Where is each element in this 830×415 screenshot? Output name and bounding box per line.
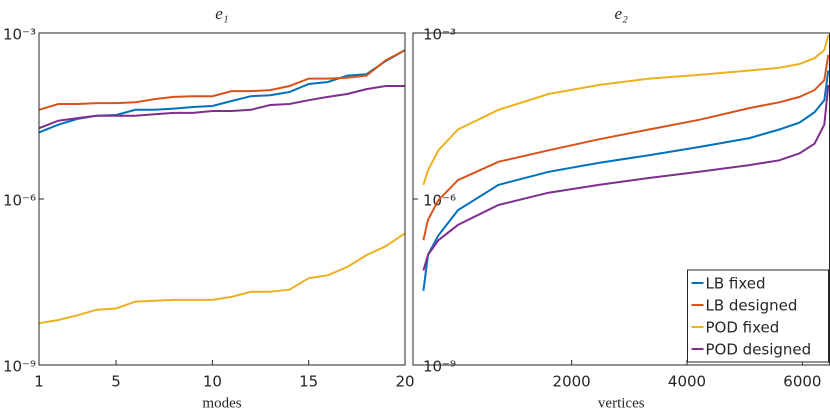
legend-label: POD designed [706, 341, 812, 359]
subplot-title: e₂ [615, 4, 629, 23]
series-line [38, 85, 405, 130]
x-tick-label: 4000 [668, 373, 706, 391]
legend: LB fixed LB designed POD fixed POD designed [687, 269, 829, 363]
subplot-title: e₁ [215, 4, 228, 23]
legend-box [687, 269, 829, 363]
series-line [422, 34, 830, 186]
series-line [422, 70, 830, 291]
series-line [422, 54, 830, 241]
x-tick-label: 2000 [553, 373, 591, 391]
x-tick-label: 15 [299, 373, 318, 391]
x-tick-label: 20 [395, 373, 414, 391]
y-tick-label: 10⁻⁹ [3, 358, 36, 376]
series-line [38, 232, 406, 325]
axes-box [38, 32, 406, 366]
y-tick-label: 10⁻⁶ [3, 192, 36, 210]
series-line [422, 84, 830, 271]
axes-background [39, 33, 405, 365]
x-tick-label: 10 [203, 373, 222, 391]
legend-label: LB designed [706, 297, 798, 315]
x-tick-label: 5 [111, 373, 121, 391]
x-tick-label: 6000 [783, 373, 821, 391]
legend-label: POD fixed [706, 319, 780, 337]
y-tick-label: 10⁻⁹ [423, 358, 456, 376]
y-tick-label: 10⁻³ [3, 26, 36, 44]
x-axis-label: vertices [598, 395, 645, 411]
x-axis-label: modes [202, 395, 241, 411]
x-tick-label: 1 [34, 373, 44, 391]
y-tick-label: 10⁻³ [423, 26, 456, 44]
series-line [38, 49, 406, 111]
legend-label: LB fixed [706, 275, 766, 293]
